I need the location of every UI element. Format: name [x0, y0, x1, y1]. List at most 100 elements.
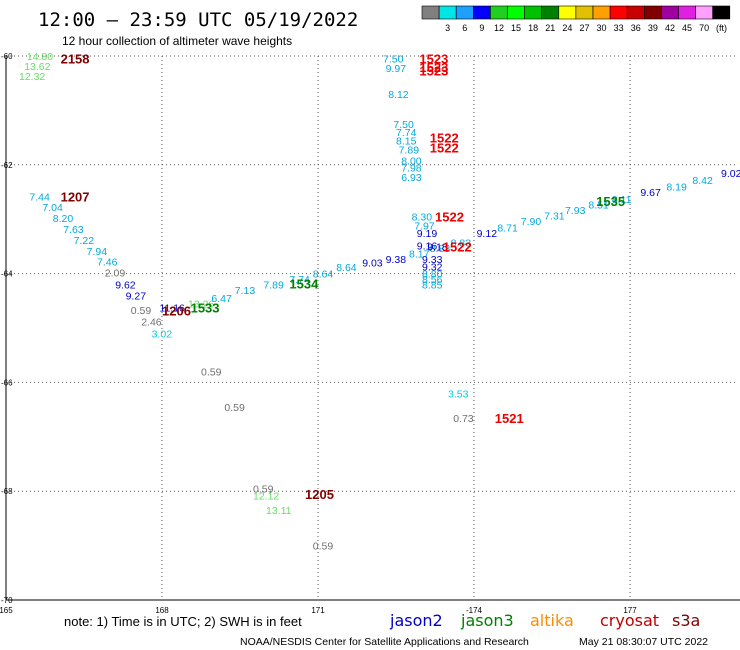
satellite-name: jason3 — [460, 611, 514, 630]
x-tick-label: 171 — [311, 606, 325, 615]
wave-height-value: 0.59 — [201, 367, 222, 379]
pass-time-label: 1523 — [419, 64, 448, 79]
pass-time-label: 1207 — [61, 189, 90, 204]
wave-height-value: 12.32 — [19, 71, 45, 83]
wave-height-value: 7.22 — [74, 235, 95, 247]
wave-height-value: 13.26 — [188, 299, 214, 311]
y-tick-label: -70 — [1, 596, 13, 605]
wave-height-value: 7.93 — [565, 205, 586, 217]
pass-time-label: 1522 — [430, 140, 459, 155]
wave-height-value: 9.03 — [362, 258, 383, 270]
wave-height-value: 8.12 — [388, 89, 409, 101]
wave-height-value: 3.53 — [448, 388, 469, 400]
wave-height-value: 7.50 — [383, 54, 404, 66]
wave-height-value: 8.15 — [396, 135, 417, 147]
color-scale-swatch — [695, 5, 713, 20]
color-scale-label: 27 — [579, 23, 589, 33]
pass-time-label: 1205 — [305, 487, 334, 502]
y-tick-label: -64 — [1, 270, 13, 279]
x-tick-labels: 165 168 171 -174 177 — [0, 606, 637, 615]
color-scale-label: 24 — [562, 23, 572, 33]
wave-height-value: 9.02 — [721, 168, 740, 180]
x-tick-label: 165 — [0, 606, 13, 615]
wave-height-value: 6.93 — [401, 172, 422, 184]
wave-height-value: 7.13 — [235, 285, 256, 297]
wave-height-value: 8.11 — [612, 194, 632, 206]
plot-area: 165 168 171 -174 177 -60 -62 -64 -66 -68 -70 14.8… — [0, 51, 740, 615]
pass-time-label: 1522 — [443, 239, 472, 254]
pass-time-label: 1522 — [430, 131, 459, 146]
wave-height-value: 9.18 — [427, 241, 448, 253]
color-scale-swatch — [678, 5, 696, 20]
color-scale-swatch — [507, 5, 525, 20]
wave-height-value: 9.16 — [417, 240, 438, 252]
wave-height-value: 9.97 — [386, 63, 407, 75]
wave-height-value: 8.64 — [313, 269, 334, 281]
y-tick-labels: -60 -62 -64 -66 -68 -70 — [1, 52, 13, 605]
wave-height-value: 7.31 — [544, 210, 565, 222]
color-scale-label: 39 — [648, 23, 658, 33]
pass-time-label: 1206 — [162, 304, 191, 319]
color-scale-label: 42 — [665, 23, 675, 33]
footer-timestamp: May 21 08:30:07 UTC 2022 — [579, 636, 708, 648]
wave-height-value: 8.51 — [588, 200, 609, 212]
wave-height-value: 7.46 — [97, 257, 118, 269]
wave-height-value: 8.71 — [497, 222, 518, 234]
wave-height-value: 8.19 — [666, 182, 687, 194]
color-scale-swatch — [455, 5, 474, 20]
color-scale-label: 3 — [445, 23, 450, 33]
wave-height-value: 7.89 — [399, 145, 420, 157]
color-scale-label: 33 — [614, 23, 624, 33]
wave-height-value: 12.12 — [253, 491, 279, 503]
wave-height-value: 8.30 — [412, 211, 433, 223]
satellite-name: altika — [530, 611, 574, 630]
footer-credit: NOAA/NESDIS Center for Satellite Applica… — [240, 636, 529, 648]
wave-height-value: 9.32 — [422, 262, 443, 274]
legend-unit: (ft) — [716, 23, 727, 33]
x-tick-label: -174 — [466, 606, 483, 615]
color-scale-swatch — [524, 5, 542, 20]
wave-height-value: 3.02 — [152, 328, 173, 340]
wave-height-value: 0.73 — [453, 413, 474, 425]
color-scale-label: 70 — [699, 23, 709, 33]
chart-subtitle: 12 hour collection of altimeter wave hei… — [62, 34, 292, 48]
wave-height-value: 7.74 — [396, 127, 417, 139]
wave-height-value: 9.67 — [640, 187, 661, 199]
wave-height-value: 0.59 — [224, 402, 245, 414]
wave-height-value: 2.46 — [141, 316, 162, 328]
color-scale-label: 12 — [494, 23, 504, 33]
wave-height-value: 0.59 — [313, 541, 334, 553]
pass-time-label: 1521 — [495, 411, 524, 426]
x-tick-label: 177 — [623, 606, 637, 615]
wave-height-value: 8.85 — [422, 279, 443, 291]
color-scale-label: 30 — [597, 23, 607, 33]
wave-height-value: 9.19 — [417, 228, 438, 240]
wave-height-value: 7.97 — [414, 221, 435, 233]
wave-height-value: 11.16 — [159, 302, 185, 314]
wave-height-value: 6.47 — [211, 293, 232, 305]
color-scale-label: 21 — [545, 23, 555, 33]
wave-height-value: 8.56 — [422, 274, 443, 286]
wave-height-value: 7.63 — [63, 224, 84, 236]
satellite-legend: jason2 jason3 altika cryosat s3a — [389, 611, 700, 630]
pass-time-label: 1523 — [419, 60, 448, 75]
wave-height-value: 8.83 — [430, 243, 451, 255]
pass-time-label: 1522 — [435, 209, 464, 224]
wave-height-value: 7.44 — [29, 191, 50, 203]
wave-height-value: 0.59 — [253, 483, 274, 495]
color-scale-swatch — [592, 5, 611, 20]
color-scale-swatch — [490, 5, 508, 20]
color-scale-swatch — [558, 5, 577, 20]
color-scale-swatch — [575, 5, 594, 20]
wave-height-value: 7.04 — [42, 202, 63, 214]
wave-height-value: 9.38 — [386, 254, 407, 266]
y-tick-label: -60 — [1, 52, 13, 61]
pass-time-label: 1523 — [419, 52, 448, 67]
x-tick-label: 168 — [155, 606, 169, 615]
color-scale-swatch — [626, 5, 645, 20]
footer-note: note: 1) Time is in UTC; 2) SWH is in fe… — [64, 614, 302, 629]
pass-time-label: 1534 — [289, 276, 319, 291]
wave-height-value: 13.62 — [24, 61, 50, 73]
satellite-name: jason2 — [389, 611, 443, 630]
